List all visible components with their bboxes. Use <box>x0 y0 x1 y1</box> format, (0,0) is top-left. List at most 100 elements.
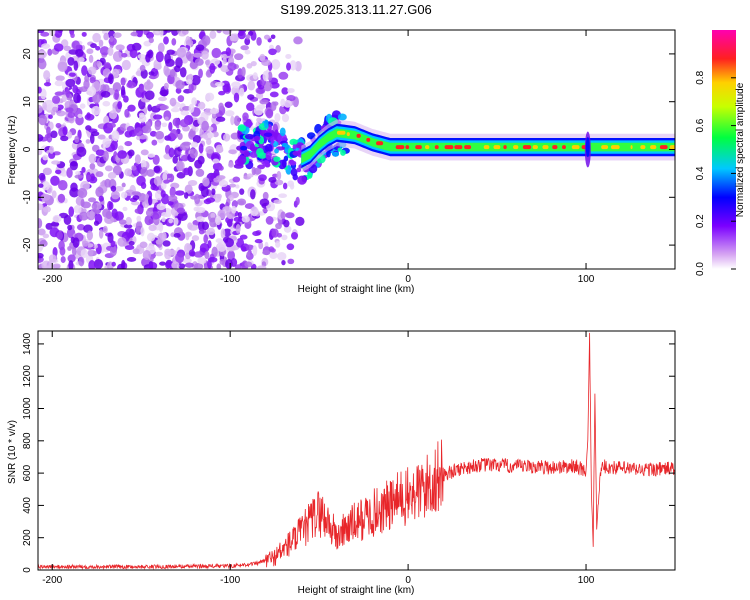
noise-speck <box>131 165 137 171</box>
noise-speck <box>256 117 262 123</box>
noise-speck <box>54 91 64 96</box>
noise-speck <box>161 217 166 223</box>
noise-speck <box>87 249 94 257</box>
noise-speck <box>183 192 189 199</box>
noise-speck <box>183 167 191 176</box>
noise-speck <box>73 204 82 214</box>
noise-speck <box>38 104 43 114</box>
noise-speck <box>198 229 205 235</box>
transition-blob <box>270 135 275 144</box>
x-tick-label: 0 <box>405 575 411 586</box>
noise-speck <box>148 224 157 232</box>
noise-speck <box>252 72 258 80</box>
noise-speck <box>286 243 295 251</box>
noise-speck <box>111 130 120 142</box>
noise-speck <box>225 47 232 57</box>
noise-speck <box>230 132 240 140</box>
transition-blob <box>332 151 340 157</box>
noise-speck <box>175 252 185 264</box>
noise-speck <box>112 68 120 78</box>
noise-speck <box>278 193 288 199</box>
noise-speck <box>283 219 290 228</box>
noise-speck <box>169 186 176 198</box>
noise-speck <box>38 30 45 34</box>
noise-speck <box>107 172 117 179</box>
colorbar-gradient <box>712 30 736 269</box>
noise-speck <box>107 200 113 211</box>
transition-blob <box>263 132 273 137</box>
noise-speck <box>286 94 296 102</box>
noise-speck <box>132 194 140 201</box>
noise-speck <box>215 144 224 153</box>
transition-blob <box>262 160 270 167</box>
noise-speck <box>139 64 146 72</box>
noise-speck <box>104 115 109 125</box>
noise-speck <box>92 92 101 104</box>
colorbar-tick-label: 0.0 <box>695 262 706 276</box>
noise-speck <box>281 234 288 241</box>
noise-speck <box>111 261 116 267</box>
noise-speck <box>132 248 140 255</box>
noise-speck <box>193 262 204 269</box>
noise-speck <box>295 196 300 206</box>
x-tick-label: 100 <box>578 575 595 586</box>
ridge-hotspot <box>356 133 361 138</box>
noise-speck <box>152 114 163 120</box>
noise-speck <box>185 231 192 238</box>
y-tick-label: -20 <box>22 237 33 252</box>
noise-speck <box>177 211 188 221</box>
noise-speck <box>209 108 220 114</box>
noise-speck <box>84 113 95 121</box>
noise-speck <box>222 57 227 65</box>
ridge-hotspot <box>464 145 472 150</box>
noise-speck <box>155 251 164 257</box>
y-tick-label: 1400 <box>22 332 33 355</box>
noise-speck <box>258 174 267 182</box>
x-tick-label: -100 <box>220 274 240 285</box>
noise-speck <box>246 102 255 112</box>
noise-speck <box>110 185 117 192</box>
noise-speck <box>233 115 241 127</box>
noise-speck <box>259 198 270 207</box>
noise-speck <box>250 60 257 67</box>
noise-speck <box>38 252 44 259</box>
noise-speck <box>287 88 295 94</box>
noise-speck <box>41 181 50 191</box>
noise-speck <box>289 60 297 71</box>
noise-speck <box>115 44 125 51</box>
noise-speck <box>109 35 114 42</box>
noise-speck <box>38 50 47 59</box>
noise-speck <box>53 43 64 52</box>
noise-speck <box>72 237 80 248</box>
transition-blob <box>307 172 313 179</box>
noise-speck <box>76 146 87 158</box>
noise-speck <box>294 61 302 72</box>
noise-speck <box>113 32 122 38</box>
noise-speck <box>89 133 95 145</box>
noise-speck <box>276 232 283 238</box>
noise-speck <box>239 87 245 97</box>
ridge-hotspot <box>610 145 620 150</box>
noise-speck <box>265 216 274 225</box>
noise-speck <box>155 130 165 140</box>
x-tick-label: 0 <box>405 274 411 285</box>
noise-speck <box>204 251 210 259</box>
noise-speck <box>200 134 209 139</box>
colorbar-tick-label: 0.2 <box>695 214 706 228</box>
noise-speck <box>185 51 192 60</box>
noise-speck <box>233 92 240 103</box>
y-tick-label: 800 <box>22 432 33 449</box>
noise-speck <box>98 229 104 239</box>
noise-speck <box>146 31 154 39</box>
noise-speck <box>148 218 154 224</box>
noise-speck <box>122 206 128 212</box>
transition-blob <box>273 156 281 162</box>
noise-speck <box>140 166 148 177</box>
noise-speck <box>201 120 209 132</box>
noise-speck <box>175 57 183 69</box>
noise-speck <box>244 244 255 251</box>
noise-speck <box>116 263 125 269</box>
noise-speck <box>52 106 59 113</box>
noise-speck <box>222 83 230 93</box>
noise-speck <box>126 81 137 89</box>
